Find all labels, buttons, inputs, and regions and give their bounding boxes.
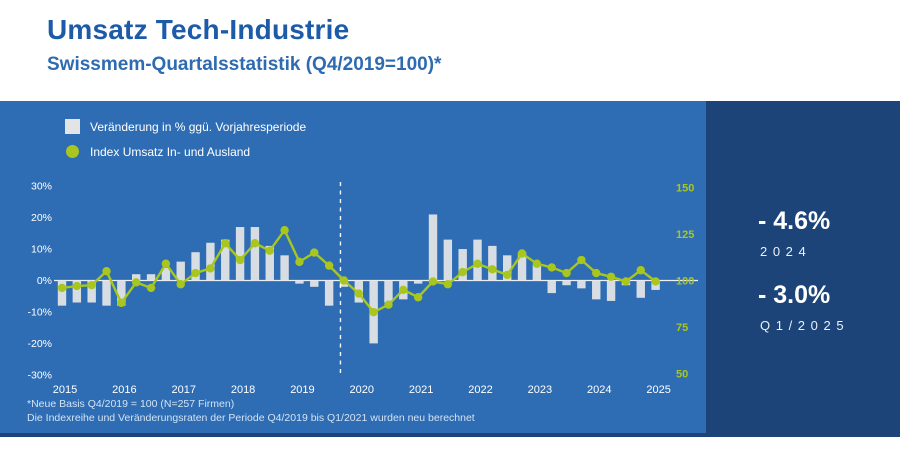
footnote-basis: *Neue Basis Q4/2019 = 100 (N=257 Firmen) bbox=[27, 398, 235, 410]
stat-2024-value: - 4.6% bbox=[758, 207, 831, 235]
page-subtitle: Swissmem-Quartalsstatistik (Q4/2019=100)… bbox=[47, 54, 442, 75]
legend-bar-label: Veränderung in % ggü. Vorjahresperiode bbox=[90, 120, 307, 134]
side-stats-panel: - 4.6% 2 0 2 4 - 3.0% Q 1 / 2 0 2 5 bbox=[706, 101, 900, 437]
chart-area: Veränderung in % ggü. Vorjahresperiode I… bbox=[0, 101, 706, 437]
legend-line-label: Index Umsatz In- und Ausland bbox=[90, 145, 251, 159]
page-title: Umsatz Tech-Industrie bbox=[47, 14, 350, 45]
stat-q1-2025-value: - 3.0% bbox=[758, 281, 831, 309]
bottom-divider bbox=[0, 433, 900, 437]
legend-line-dot-icon bbox=[66, 145, 79, 158]
legend-bar-swatch bbox=[65, 119, 80, 134]
stat-2024-period: 2 0 2 4 bbox=[760, 244, 807, 259]
footnote-recalc: Die Indexreihe und Veränderungsraten der… bbox=[27, 412, 475, 424]
stat-q1-2025-period: Q 1 / 2 0 2 5 bbox=[760, 318, 845, 333]
